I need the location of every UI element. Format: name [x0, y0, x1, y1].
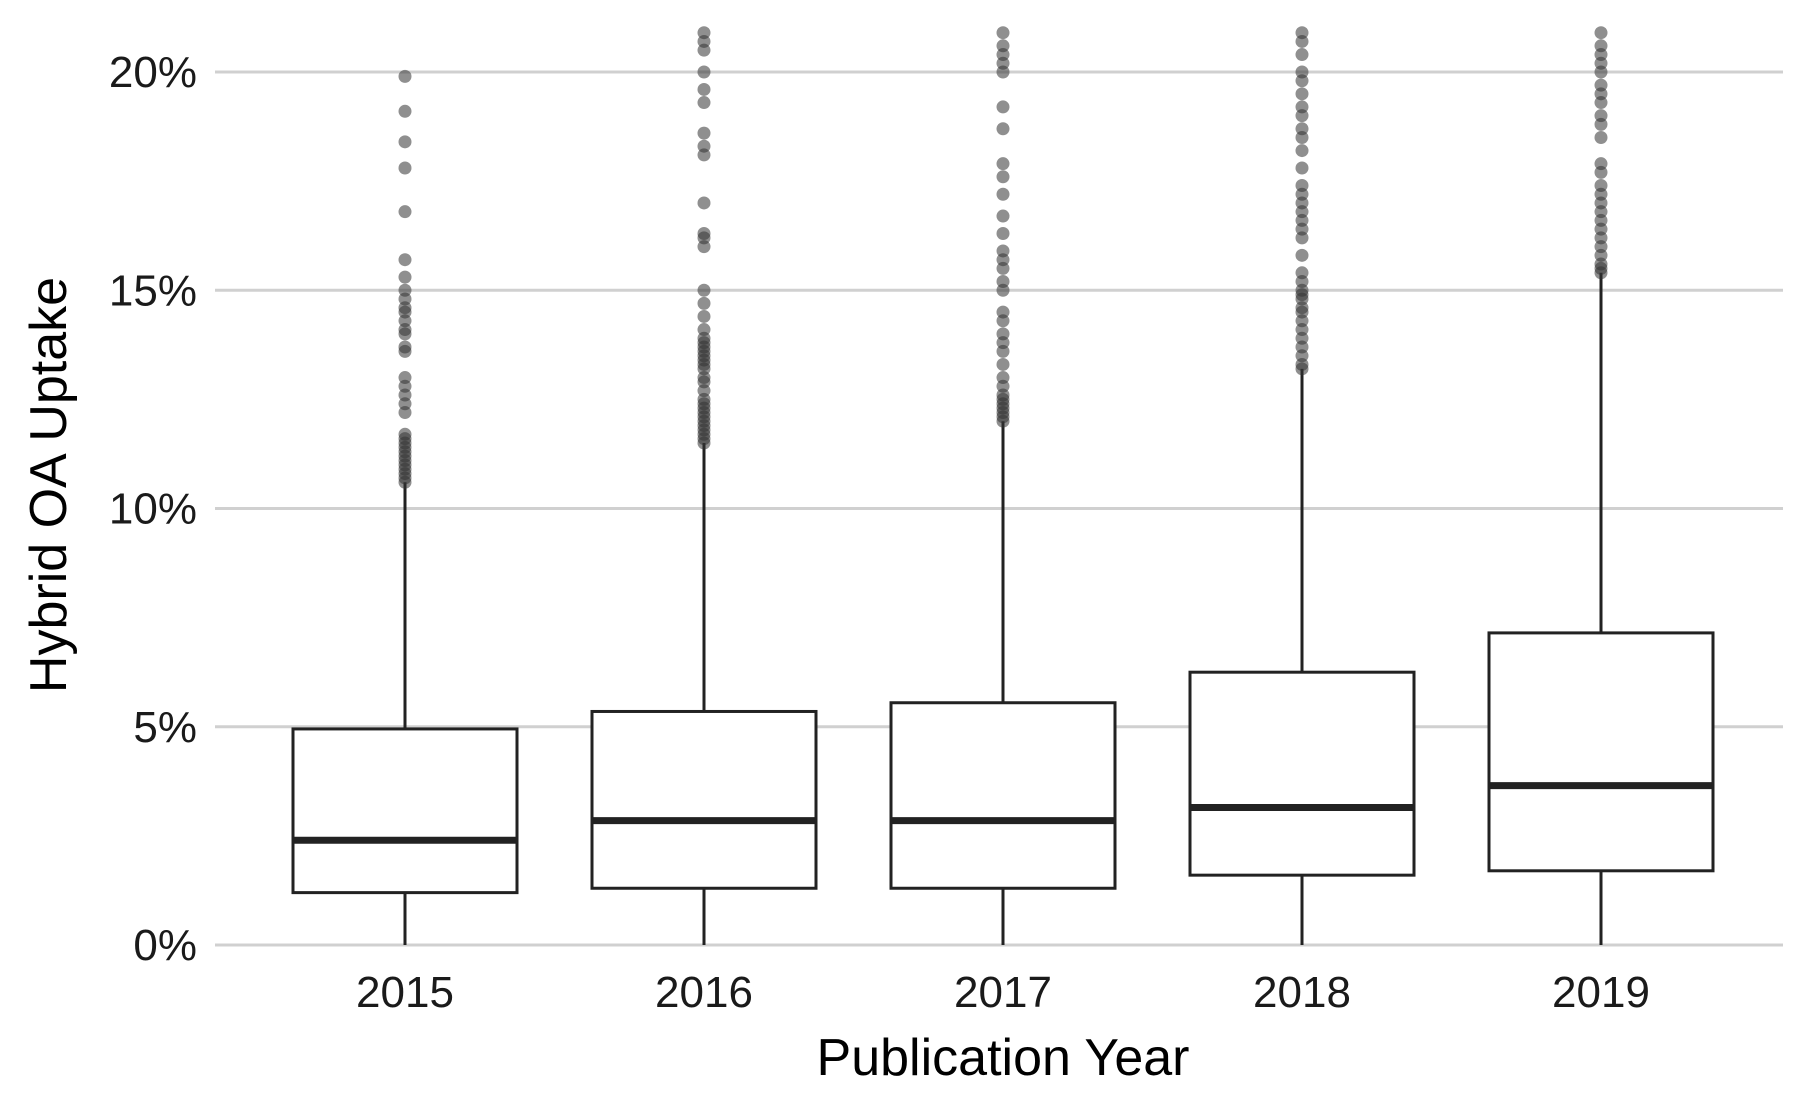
outlier-point [398, 205, 412, 219]
outlier-point [1594, 39, 1608, 53]
box-2015 [291, 69, 519, 945]
outlier-point [697, 196, 711, 210]
iqr-box [291, 727, 519, 895]
outlier-point [398, 340, 412, 354]
outlier-point [1594, 157, 1608, 171]
outlier-point [697, 227, 711, 241]
outlier-point [1295, 26, 1309, 40]
y-tick-label: 10% [109, 485, 197, 534]
x-tick-label: 2017 [954, 968, 1052, 1017]
outlier-point [1295, 144, 1309, 158]
outlier-point [1594, 26, 1608, 40]
box-2017 [889, 26, 1117, 945]
outlier-point [996, 187, 1010, 201]
outlier-point [398, 135, 412, 149]
outlier-point [996, 357, 1010, 371]
outlier-point [398, 69, 412, 83]
iqr-box [1487, 631, 1715, 873]
iqr-box [1188, 670, 1416, 877]
outlier-point [1295, 48, 1309, 62]
x-tick-label: 2019 [1552, 968, 1650, 1017]
outlier-point [1295, 161, 1309, 175]
y-axis-title: Hybrid OA Uptake [20, 277, 78, 693]
y-tick-label: 20% [109, 48, 197, 97]
x-tick-label: 2015 [356, 968, 454, 1017]
outlier-point [697, 309, 711, 323]
outlier-point [1295, 266, 1309, 280]
outlier-point [1594, 109, 1608, 123]
outlier-point [1594, 130, 1608, 144]
box-2018 [1188, 26, 1416, 945]
boxes [291, 26, 1715, 945]
outlier-point [398, 253, 412, 267]
outlier-point [697, 296, 711, 310]
outlier-point [996, 26, 1010, 40]
outlier-point [697, 26, 711, 40]
outlier-point [996, 100, 1010, 114]
iqr-box [590, 709, 818, 890]
outlier-point [996, 244, 1010, 258]
outlier-point [996, 327, 1010, 341]
outlier-point [398, 161, 412, 175]
outlier-point [1295, 65, 1309, 79]
outlier-point [1295, 100, 1309, 114]
y-tick-label: 0% [133, 921, 197, 970]
outlier-point [697, 139, 711, 153]
outlier-point [996, 305, 1010, 319]
outlier-point [1295, 248, 1309, 262]
outlier-point [697, 283, 711, 297]
outlier-point [996, 227, 1010, 241]
outlier-point [398, 270, 412, 284]
outlier-point [398, 283, 412, 297]
outlier-point [996, 209, 1010, 223]
outlier-point [996, 275, 1010, 289]
outlier-point [697, 96, 711, 110]
x-tick-label: 2016 [655, 968, 753, 1017]
outlier-point [1594, 178, 1608, 192]
box-2019 [1487, 26, 1715, 945]
outlier-point [697, 126, 711, 140]
x-axis-tick-labels: 2015 2016 2017 2018 2019 [356, 968, 1650, 1017]
y-tick-label: 5% [133, 703, 197, 752]
outlier-point [697, 65, 711, 79]
x-axis-title: Publication Year [817, 1029, 1190, 1087]
outlier-point [1295, 87, 1309, 101]
iqr-box [889, 701, 1117, 890]
y-axis-tick-labels: 0% 5% 10% 15% 20% [109, 48, 197, 970]
outlier-point [1594, 78, 1608, 92]
outlier-point [996, 39, 1010, 53]
box-2016 [590, 26, 818, 945]
outlier-point [398, 427, 412, 441]
outlier-point [996, 157, 1010, 171]
outlier-point [398, 104, 412, 118]
outlier-point [697, 82, 711, 96]
outlier-point [1295, 178, 1309, 192]
outlier-point [1295, 122, 1309, 136]
outlier-point [996, 122, 1010, 136]
outlier-point [996, 170, 1010, 184]
outlier-point [398, 371, 412, 385]
outlier-point [996, 371, 1010, 385]
x-tick-label: 2018 [1253, 968, 1351, 1017]
y-tick-label: 15% [109, 266, 197, 315]
outlier-point [697, 323, 711, 337]
